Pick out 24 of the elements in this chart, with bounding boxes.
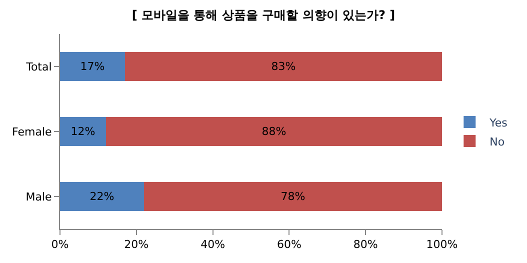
data-label: 88% [262, 125, 286, 138]
y-tick-label: Total [25, 60, 52, 74]
data-label: 78% [280, 190, 306, 204]
y-tick-label: Male [26, 190, 52, 204]
data-label: 22% [90, 190, 114, 204]
x-tick-label: 80% [353, 238, 378, 252]
bar [144, 182, 442, 212]
x-tick-label: 0% [51, 238, 69, 252]
x-tick-label: 60% [276, 238, 302, 252]
chart-title: [ 모바일을 통해 상품을 구매할 의향이 있는가? ] [132, 8, 396, 22]
x-tick-label: 20% [124, 238, 149, 252]
data-label: 17% [80, 60, 105, 74]
bar [60, 182, 144, 212]
data-label: 83% [271, 60, 296, 74]
legend-label: No [490, 135, 505, 148]
data-label: 12% [70, 125, 96, 138]
bar [60, 52, 125, 82]
bar [60, 116, 106, 146]
y-tick-label: Female [12, 125, 52, 138]
x-tick-label: 40% [200, 238, 226, 252]
bar [106, 116, 442, 146]
legend-label: Yes [488, 116, 508, 130]
x-tick-label: 100% [426, 238, 458, 252]
bar [124, 52, 442, 82]
